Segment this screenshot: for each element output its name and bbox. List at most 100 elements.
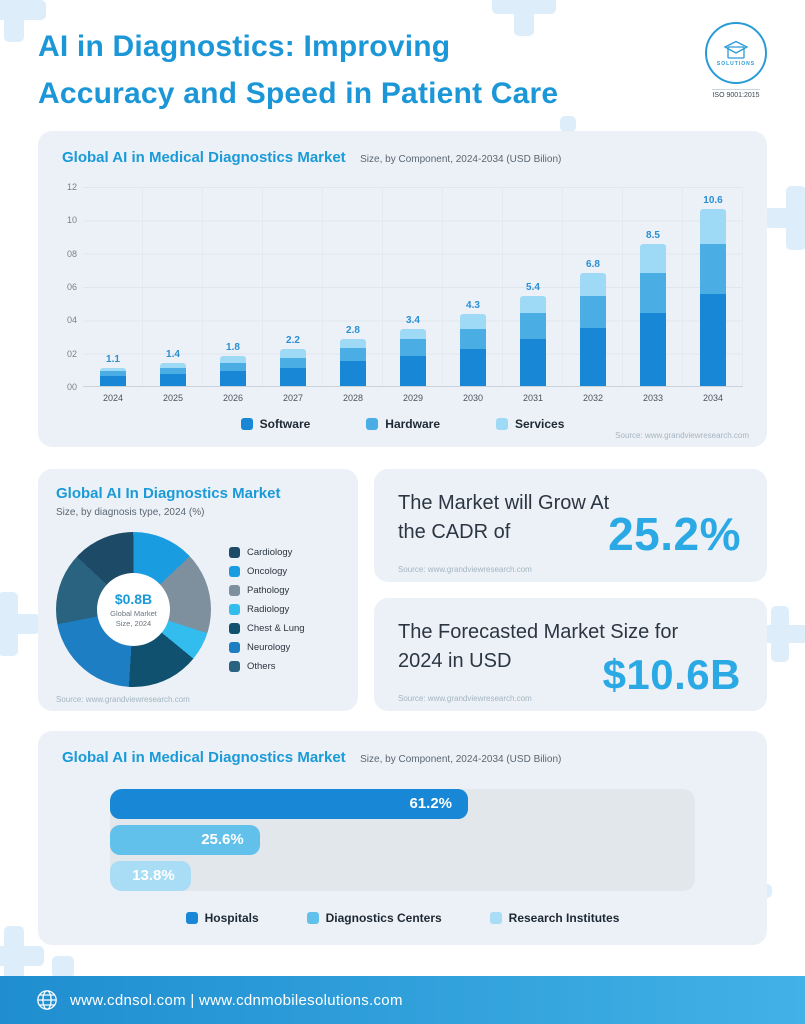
bar-column: 2.8 [323,325,383,386]
stacked-legend: Software Hardware Services [62,417,743,431]
legend-swatch [496,418,508,430]
cagr-value: 25.2% [608,508,741,560]
bar-value-label: 2.2 [286,335,300,347]
legend-swatch [229,623,240,634]
hbar-research-institutes: 13.8% [110,861,191,891]
x-axis-label: 2028 [342,393,364,403]
bar-column: 4.3 [443,300,503,386]
legend-item: Software [240,417,311,431]
bar-segment-services [340,339,366,348]
forecast-value: $10.6B [602,651,741,698]
y-axis-label: 06 [66,282,77,292]
stacked-bar [340,339,366,386]
legend-label: Neurology [247,642,291,653]
donut-center: $0.8B Global Market Size, 2024 [97,573,170,646]
stat-line1: The Market will Grow At [398,492,610,514]
hbar-track: 61.2% 25.6% 13.8% [110,789,695,891]
stat-card-cagr: The Market will Grow At the CADR of 25.2… [374,469,767,582]
x-axis-label: 2031 [522,393,544,403]
decor-plus [492,0,556,36]
x-axis-label: 2032 [582,393,604,403]
x-axis-label: 2029 [402,393,424,403]
legend-label: Others [247,661,276,672]
legend-item: Oncology [229,566,305,577]
bar-segment-services [280,349,306,358]
donut-wrap: $0.8B Global Market Size, 2024 Cardiolog… [56,532,340,687]
stat-cards-column: The Market will Grow At the CADR of 25.2… [374,469,767,711]
bar-segment-services [640,244,666,273]
footer-links[interactable]: www.cdnsol.com | www.cdnmobilesolutions.… [70,991,403,1009]
legend-item: Research Institutes [489,911,619,925]
legend-item: Others [229,661,305,672]
legend-item: Radiology [229,604,305,615]
card-head: Global AI in Medical Diagnostics Market … [62,749,743,767]
page-title-line1: AI in Diagnostics: Improving [38,30,451,63]
stacked-bar [700,209,726,386]
card-head: Global AI in Medical Diagnostics Market … [62,149,743,167]
stacked-y-axis: 00 02 04 06 08 10 12 [62,182,83,392]
bar-segment-software [640,312,666,386]
bar-segment-hardware [280,357,306,368]
bar-segment-hardware [220,362,246,371]
bar-segment-services [160,362,186,368]
bar-segment-software [220,370,246,386]
x-axis-label: 2025 [162,393,184,403]
stacked-bar [220,356,246,386]
bar-segment-software [280,367,306,386]
bar-column: 1.1 [83,354,143,386]
legend-label: Diagnostics Centers [325,911,442,925]
stacked-bar-card: Global AI in Medical Diagnostics Market … [38,131,767,447]
decor-square [52,956,74,978]
hbar-subtitle: Size, by Component, 2024-2034 (USD Bilio… [360,754,562,765]
stat-line2: the CADR of [398,521,511,543]
source-note: Source: www.grandviewresearch.com [615,431,749,440]
hbar-value-label: 61.2% [409,795,453,812]
bar-segment-hardware [700,244,726,295]
decor-plus [0,592,40,656]
stacked-bar [160,362,186,386]
source-note: Source: www.grandviewresearch.com [398,565,532,574]
legend-swatch [489,912,502,924]
donut-chart-card: Global AI In Diagnostics Market Size, by… [38,469,358,711]
bar-segment-software [520,339,546,386]
bar-segment-services [100,367,126,371]
hbar-value-label: 25.6% [201,831,244,848]
bar-value-label: 6.8 [586,258,600,270]
hbar-diagnostics-centers: 25.6% [110,825,260,855]
legend-label: Cardiology [247,547,293,558]
logo-brand-text: SOLUTIONS [716,60,756,67]
donut-center-value: $0.8B [114,590,153,607]
legend-item: Chest & Lung [229,623,305,634]
legend-swatch [229,566,240,577]
chart-title: Global AI in Medical Diagnostics Market [62,149,346,166]
legend-swatch [306,912,319,924]
bar-segment-software [160,374,186,386]
bar-value-label: 10.6 [703,195,723,207]
legend-swatch [229,604,240,615]
bar-segment-software [580,327,606,386]
component-share-card: Global AI in Medical Diagnostics Market … [38,731,767,945]
bar-value-label: 1.4 [166,348,180,360]
bar-column: 8.5 [623,230,683,386]
bar-segment-hardware [100,371,126,376]
x-axis-label: 2034 [702,393,724,403]
legend-label: Oncology [247,566,288,577]
bar-segment-hardware [580,296,606,328]
legend-item: Cardiology [229,547,305,558]
donut-subtitle: Size, by diagnosis type, 2024 (%) [56,507,205,518]
bar-column: 2.2 [263,335,323,386]
stacked-bar-plot: 1.1 1.4 1.8 2.2 2.8 3.4 4.3 5.4 6.8 8.5 10.6 [83,187,743,387]
bar-segment-hardware [400,339,426,356]
decor-square [560,116,576,132]
middle-row: Global AI In Diagnostics Market Size, by… [38,469,767,711]
legend-label: Software [259,417,311,431]
x-axis-label: 2030 [462,393,484,403]
bar-value-label: 8.5 [646,230,660,242]
bar-segment-software [460,349,486,386]
source-note: Source: www.grandviewresearch.com [56,695,190,704]
bar-value-label: 1.1 [106,353,120,365]
legend-swatch [366,418,379,430]
y-axis-label: 10 [66,215,77,226]
stacked-bar [280,349,306,386]
bar-segment-services [580,272,606,296]
